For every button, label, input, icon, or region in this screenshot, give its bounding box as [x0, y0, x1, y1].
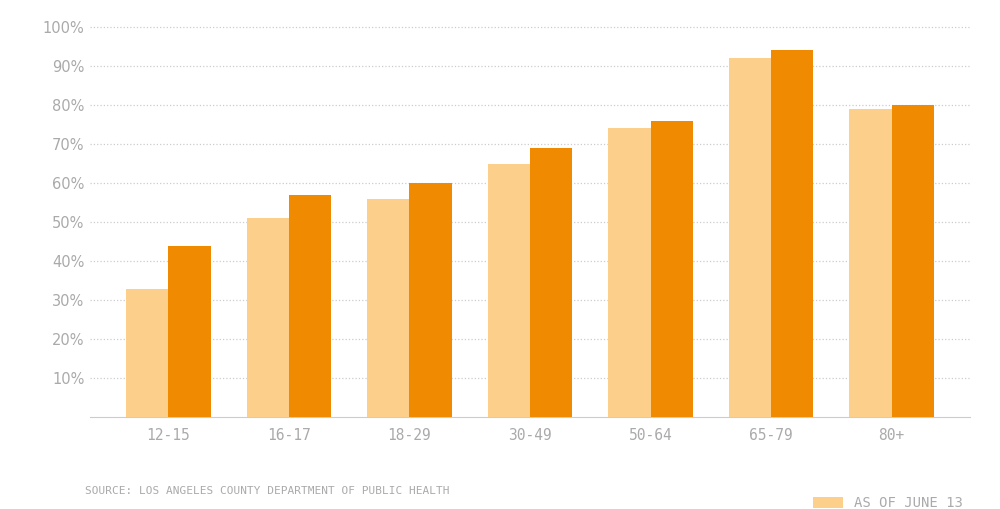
Bar: [409, 183, 452, 417]
Bar: [892, 105, 934, 417]
Bar: [367, 199, 409, 417]
Bar: [247, 218, 289, 417]
Bar: [849, 109, 892, 417]
Bar: [608, 128, 651, 417]
Bar: [289, 195, 331, 417]
Bar: [168, 246, 211, 417]
Bar: [771, 50, 813, 417]
Bar: [651, 121, 693, 417]
Text: SOURCE: LOS ANGELES COUNTY DEPARTMENT OF PUBLIC HEALTH: SOURCE: LOS ANGELES COUNTY DEPARTMENT OF…: [85, 486, 450, 496]
Bar: [729, 58, 771, 417]
Legend: AS OF JUNE 13, AS OF JULY 9: AS OF JUNE 13, AS OF JULY 9: [813, 496, 963, 509]
Bar: [488, 163, 530, 417]
Bar: [530, 148, 572, 417]
Bar: [126, 289, 168, 417]
